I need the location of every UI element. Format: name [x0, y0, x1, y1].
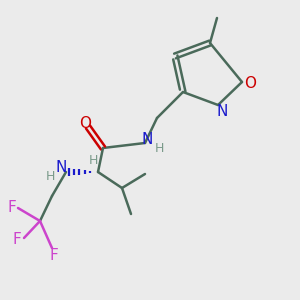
Text: O: O: [244, 76, 256, 92]
Text: F: F: [8, 200, 16, 214]
Text: F: F: [13, 232, 21, 247]
Text: N: N: [141, 131, 153, 146]
Text: N: N: [216, 104, 228, 119]
Text: H: H: [154, 142, 164, 154]
Text: F: F: [50, 248, 58, 263]
Text: N: N: [55, 160, 67, 175]
Text: H: H: [88, 154, 98, 167]
Text: O: O: [79, 116, 91, 131]
Text: H: H: [45, 170, 55, 184]
